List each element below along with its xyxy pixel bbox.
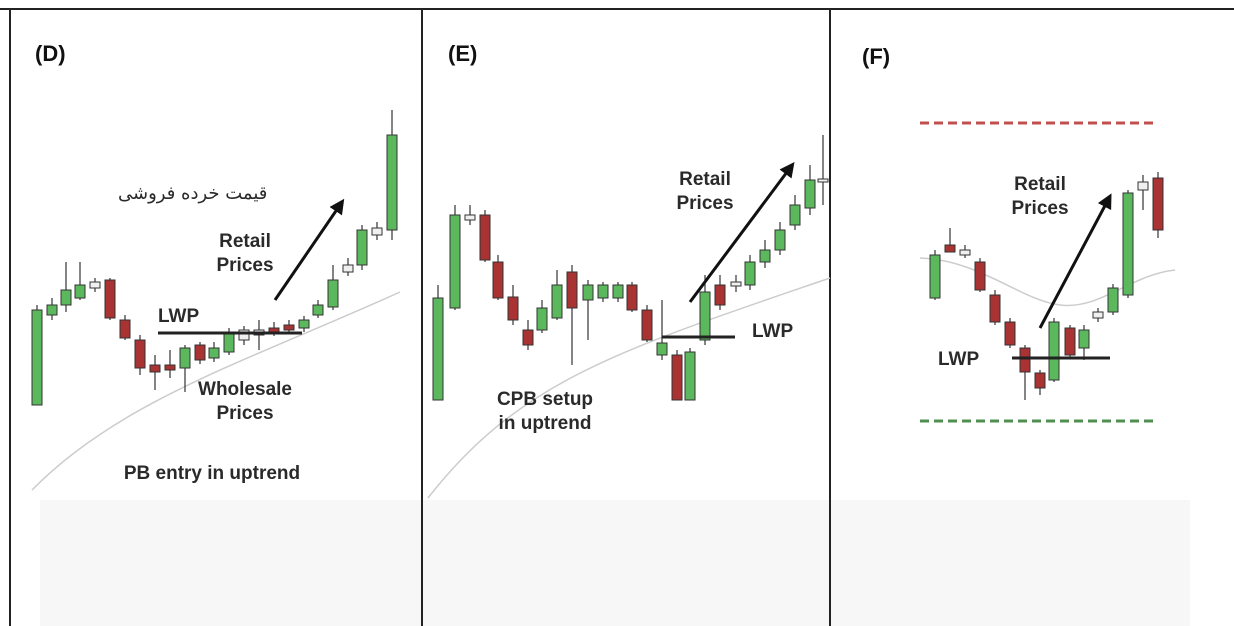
panel-label: (F)	[862, 44, 891, 69]
candle-body	[164, 364, 176, 371]
candle-body	[223, 331, 235, 353]
arrow	[688, 161, 795, 303]
candle-body	[312, 304, 324, 316]
candle-body	[974, 261, 986, 291]
candle-body	[298, 319, 310, 329]
candle-body	[522, 329, 534, 346]
candle-body	[89, 281, 101, 289]
candle-body	[684, 351, 696, 401]
candle-body	[989, 294, 1001, 323]
candle-body	[1048, 321, 1060, 381]
candle-body	[356, 229, 368, 266]
candle-body	[31, 309, 43, 406]
candle-body	[536, 307, 548, 331]
candle-body	[817, 178, 829, 183]
candle-body	[238, 329, 250, 341]
candle-body	[597, 284, 609, 299]
candle-body	[119, 319, 131, 339]
candle-body	[699, 291, 711, 341]
candle-body	[1137, 181, 1149, 191]
candle-body	[626, 284, 638, 311]
candle-body	[759, 249, 771, 263]
annotation: قیمت خرده فروشی	[118, 183, 268, 204]
moving-average	[427, 277, 831, 499]
candle-body	[46, 304, 58, 316]
candle-body	[1004, 321, 1016, 346]
annotation: Retail Prices	[1011, 174, 1069, 219]
candle-body	[1034, 372, 1046, 389]
candle-body	[641, 309, 653, 341]
candle-body	[104, 279, 116, 319]
annotation: LWP	[158, 306, 200, 327]
annotation: Retail Prices	[676, 169, 734, 214]
candle-body	[194, 344, 206, 361]
candle-body	[612, 284, 624, 299]
annotation: Wholesale Prices	[198, 379, 292, 424]
candle-body	[1107, 287, 1119, 313]
candle-body	[671, 354, 683, 401]
watermark	[40, 500, 1190, 626]
candle-body	[714, 284, 726, 306]
moving-average	[919, 257, 1176, 307]
candle-body	[730, 281, 742, 287]
candle-body	[582, 284, 594, 301]
candle-body	[1122, 192, 1134, 296]
annotation: LWP	[752, 321, 794, 342]
candle-body	[386, 134, 398, 231]
panel-label: (E)	[448, 41, 478, 66]
candle-body	[134, 339, 146, 369]
candle-body	[74, 284, 86, 299]
candle-body	[60, 289, 72, 306]
candle-body	[744, 261, 756, 286]
candle-body	[566, 271, 578, 309]
candle-body	[208, 347, 220, 359]
candle-body	[944, 244, 956, 253]
candle-body	[149, 364, 161, 373]
panel-label: (D)	[35, 41, 66, 66]
arrow	[1038, 193, 1112, 329]
candle-body	[929, 254, 941, 299]
candle-body	[804, 179, 816, 209]
moving-average	[31, 291, 401, 491]
candle-body	[1152, 177, 1164, 231]
candle-body	[1064, 327, 1076, 356]
candle-body	[774, 229, 786, 251]
candle-body	[789, 204, 801, 226]
candle-body	[283, 324, 295, 331]
caption: CPB setup in uptrend	[496, 389, 594, 434]
candle-body	[449, 214, 461, 309]
arrow	[273, 198, 345, 301]
annotation: Retail Prices	[216, 231, 274, 276]
candle-body	[464, 214, 476, 221]
candle-body	[1019, 347, 1031, 373]
candle-body	[492, 261, 504, 299]
candles	[31, 110, 1164, 406]
candle-body	[432, 297, 444, 401]
candle-body	[551, 284, 563, 319]
candle-body	[656, 342, 668, 356]
candle-body	[479, 214, 491, 261]
candle-body	[371, 227, 383, 236]
caption: PB entry in uptrend	[123, 463, 301, 484]
annotation: LWP	[938, 349, 980, 370]
candle-body	[327, 279, 339, 308]
candle-body	[1078, 329, 1090, 349]
candle-body	[342, 264, 354, 273]
candle-body	[179, 347, 191, 369]
candle-body	[959, 249, 971, 256]
candle-body	[507, 296, 519, 321]
candle-body	[268, 327, 280, 333]
candle-body	[1092, 311, 1104, 319]
